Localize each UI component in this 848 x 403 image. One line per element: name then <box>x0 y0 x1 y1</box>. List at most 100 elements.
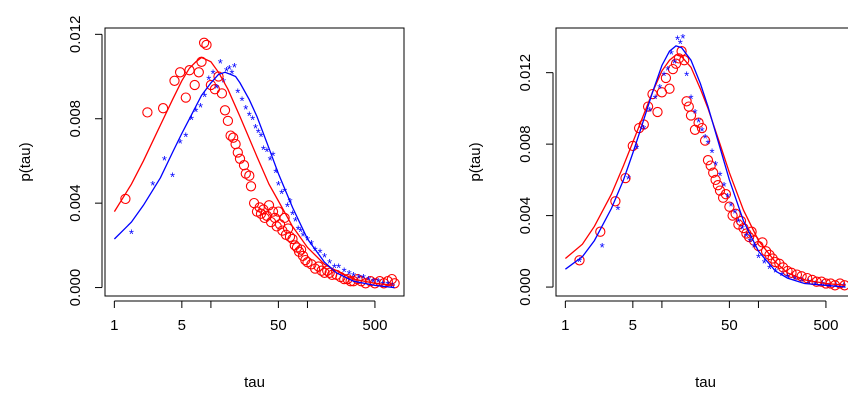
data-point-asterisk: * <box>705 136 710 151</box>
data-point-circle <box>324 267 335 278</box>
data-point-asterisk: * <box>279 187 284 202</box>
data-point-asterisk: * <box>661 69 666 84</box>
data-point-circle <box>760 246 772 257</box>
data-point-asterisk: * <box>268 153 273 168</box>
data-point-asterisk: * <box>703 131 708 146</box>
data-point-circle <box>198 37 210 48</box>
y-tick-label: 0.008 <box>67 100 84 138</box>
data-point-circle <box>679 55 690 66</box>
data-point-circle <box>245 181 257 192</box>
x-tick-label: 50 <box>721 317 738 334</box>
data-point-asterisk: * <box>206 73 211 88</box>
data-point-circle <box>724 201 735 212</box>
data-point-asterisk: * <box>680 31 685 46</box>
data-point-circle <box>767 253 778 264</box>
data-point-asterisk: * <box>229 66 234 81</box>
data-point-circle <box>287 233 298 245</box>
data-point-asterisk: * <box>672 56 677 71</box>
data-point-asterisk: * <box>214 81 219 96</box>
data-point-asterisk: * <box>232 60 237 75</box>
data-point-asterisk: * <box>615 203 620 218</box>
data-point-asterisk: * <box>342 265 347 280</box>
data-point-circle <box>717 192 729 203</box>
data-point-asterisk: * <box>305 233 310 248</box>
data-point-circle <box>681 96 692 107</box>
data-point-asterisk: * <box>170 170 175 185</box>
plot-frame <box>555 27 848 297</box>
data-point-circle <box>652 106 663 118</box>
data-point-circle <box>757 237 768 248</box>
data-point-circle <box>720 189 732 200</box>
plot-area: ****************************************… <box>564 31 848 294</box>
y-tick-label: 0.012 <box>67 16 84 54</box>
y-tick-label: 0.004 <box>517 197 534 235</box>
data-point-circle <box>664 83 675 94</box>
data-point-asterisk: * <box>282 185 287 200</box>
data-point-asterisk: * <box>210 66 215 81</box>
data-point-asterisk: * <box>361 271 366 286</box>
data-point-circle <box>189 79 200 91</box>
data-point-asterisk: * <box>725 190 730 205</box>
y-tick-label: 0.012 <box>517 54 534 92</box>
data-point-asterisk: * <box>332 261 337 276</box>
data-point-circle <box>273 206 284 217</box>
x-tick-label: 5 <box>178 317 186 334</box>
data-point-asterisk: * <box>669 47 674 62</box>
chart-panel-1: 1 5 50 500tau0.0000.0040.0080.012p(tau)****… <box>17 16 405 391</box>
data-point-asterisk: * <box>793 272 798 287</box>
data-point-circle <box>774 258 785 269</box>
data-point-asterisk: * <box>129 227 134 242</box>
data-point-asterisk: * <box>178 136 183 151</box>
data-point-asterisk: * <box>296 223 301 238</box>
data-point-asterisk: * <box>736 215 741 230</box>
data-point-asterisk: * <box>657 81 662 96</box>
data-point-asterisk: * <box>227 62 232 77</box>
data-point-asterisk: * <box>699 124 704 139</box>
data-point-circle <box>730 208 741 219</box>
data-point-asterisk: * <box>721 179 726 194</box>
data-point-asterisk: * <box>709 145 714 160</box>
data-point-asterisk: * <box>327 256 332 271</box>
data-point-circle <box>228 132 239 143</box>
data-point-circle <box>169 75 180 86</box>
data-point-circle <box>712 180 724 191</box>
data-point-circle <box>295 244 307 255</box>
y-tick-label: 0.000 <box>67 269 84 307</box>
data-point-circle <box>267 206 279 217</box>
data-point-asterisk: * <box>600 240 605 255</box>
data-point-asterisk: * <box>298 225 303 240</box>
data-point-circle <box>660 72 672 84</box>
x-tick-label: 500 <box>813 317 838 334</box>
plot-area: ****************************************… <box>113 37 400 294</box>
data-point-asterisk: * <box>675 33 680 48</box>
data-point-circle <box>741 228 752 239</box>
data-point-circle <box>289 240 300 251</box>
data-point-asterisk: * <box>300 229 305 244</box>
data-point-asterisk: * <box>684 69 689 84</box>
data-point-circle <box>216 88 228 99</box>
data-point-asterisk: * <box>634 142 639 157</box>
data-point-circle <box>702 155 714 166</box>
x-tick-label: 5 <box>629 317 637 334</box>
data-point-asterisk: * <box>756 251 761 266</box>
data-point-asterisk: * <box>665 63 670 78</box>
data-point-asterisk: * <box>183 130 188 145</box>
data-point-circle <box>802 272 813 284</box>
data-point-asterisk: * <box>713 158 718 173</box>
data-point-asterisk: * <box>688 92 693 107</box>
x-tick-label: 500 <box>362 317 387 334</box>
data-point-asterisk: * <box>376 275 381 290</box>
y-tick-label: 0.000 <box>517 268 534 306</box>
data-point-circle <box>201 39 212 51</box>
data-point-circle <box>595 226 606 237</box>
data-point-asterisk: * <box>366 273 371 288</box>
chart-panel-2: 1 5 50 500tau0.0000.0040.0080.012p(tau)****… <box>467 27 848 391</box>
data-point-asterisk: * <box>356 271 361 286</box>
y-tick-label: 0.004 <box>67 184 84 222</box>
data-point-asterisk: * <box>626 172 631 187</box>
data-point-circle <box>284 231 296 243</box>
data-point-asterisk: * <box>767 261 772 276</box>
y-axis: 0.000 0.004 0.008 0.012 p(tau) <box>467 54 554 306</box>
data-point-asterisk: * <box>202 90 207 105</box>
data-point-circle <box>710 174 721 186</box>
